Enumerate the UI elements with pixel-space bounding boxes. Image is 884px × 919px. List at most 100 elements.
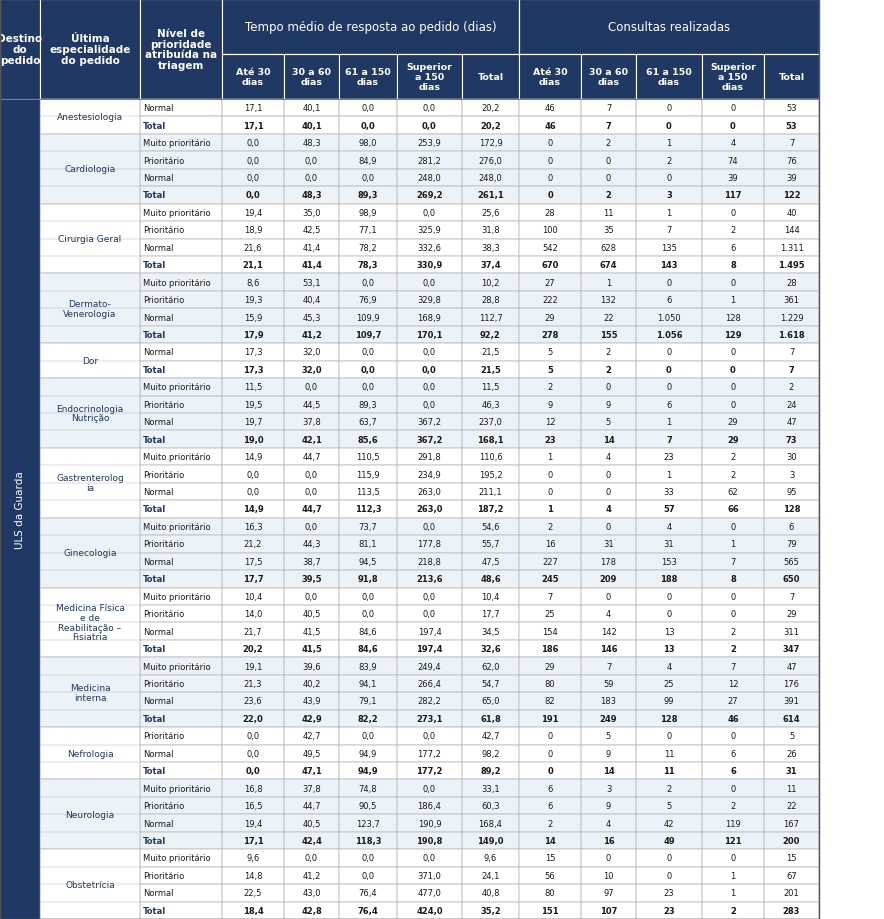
- Bar: [397, 779, 462, 797]
- Text: 118,3: 118,3: [354, 836, 381, 845]
- Text: 0,0: 0,0: [247, 174, 260, 183]
- Bar: [140, 100, 222, 118]
- Bar: [519, 692, 581, 709]
- Text: 7: 7: [789, 348, 794, 357]
- Bar: [764, 396, 819, 414]
- Bar: [40, 727, 140, 779]
- Text: 0,0: 0,0: [423, 209, 436, 218]
- Text: Superior
a 150
dias: Superior a 150 dias: [407, 63, 453, 92]
- Bar: [140, 483, 222, 501]
- Bar: [222, 536, 284, 553]
- Bar: [397, 606, 462, 623]
- Bar: [222, 832, 284, 849]
- Text: 565: 565: [783, 557, 799, 566]
- Bar: [284, 379, 339, 396]
- Bar: [284, 274, 339, 291]
- Text: Total: Total: [143, 766, 166, 776]
- Text: 40,2: 40,2: [302, 679, 321, 688]
- Text: 0,0: 0,0: [423, 609, 436, 618]
- Bar: [636, 501, 702, 518]
- Bar: [702, 431, 764, 448]
- Text: 17,1: 17,1: [242, 836, 263, 845]
- Text: Prioritário: Prioritário: [143, 226, 184, 235]
- Bar: [222, 797, 284, 814]
- Text: 95: 95: [786, 487, 796, 496]
- Bar: [636, 571, 702, 588]
- Bar: [702, 641, 764, 658]
- Text: 5: 5: [547, 366, 552, 375]
- Bar: [764, 553, 819, 571]
- Text: 17,5: 17,5: [244, 557, 263, 566]
- Text: 0: 0: [547, 139, 552, 148]
- Bar: [519, 553, 581, 571]
- Text: Muito prioritário: Muito prioritário: [143, 278, 210, 288]
- Bar: [702, 867, 764, 884]
- Text: 27: 27: [545, 278, 555, 288]
- Bar: [397, 553, 462, 571]
- Bar: [636, 466, 702, 483]
- Bar: [222, 518, 284, 536]
- Bar: [397, 797, 462, 814]
- Text: 7: 7: [789, 592, 794, 601]
- Text: 0,0: 0,0: [423, 592, 436, 601]
- Bar: [339, 291, 397, 309]
- Bar: [519, 727, 581, 744]
- Text: 123,7: 123,7: [356, 819, 380, 828]
- Text: 40,8: 40,8: [481, 889, 499, 897]
- Text: 28,8: 28,8: [481, 296, 499, 305]
- Bar: [636, 170, 702, 187]
- Text: 37,4: 37,4: [480, 261, 501, 270]
- Text: Total: Total: [143, 261, 166, 270]
- Bar: [397, 832, 462, 849]
- Text: 329,8: 329,8: [417, 296, 441, 305]
- Text: Obstetrícia: Obstetrícia: [65, 879, 115, 889]
- Text: Normal: Normal: [143, 174, 173, 183]
- Text: Normal: Normal: [143, 487, 173, 496]
- Text: 110,5: 110,5: [356, 453, 380, 461]
- Bar: [636, 274, 702, 291]
- Text: 10,4: 10,4: [244, 592, 263, 601]
- Text: 2: 2: [730, 627, 735, 636]
- Bar: [397, 431, 462, 448]
- Bar: [519, 187, 581, 204]
- Bar: [702, 832, 764, 849]
- Text: 41,5: 41,5: [301, 644, 322, 653]
- Bar: [702, 553, 764, 571]
- Text: 40,5: 40,5: [302, 819, 321, 828]
- Text: Neurologia: Neurologia: [65, 810, 115, 819]
- Bar: [222, 623, 284, 641]
- Text: 0,0: 0,0: [247, 732, 260, 741]
- Text: 11: 11: [603, 209, 613, 218]
- Bar: [702, 221, 764, 239]
- Text: 177,8: 177,8: [417, 539, 441, 549]
- Text: 25: 25: [664, 679, 674, 688]
- Bar: [462, 536, 519, 553]
- Text: 34,5: 34,5: [481, 627, 499, 636]
- Bar: [397, 414, 462, 431]
- Bar: [222, 256, 284, 274]
- Text: Dor: Dor: [82, 357, 98, 366]
- Text: 39,6: 39,6: [302, 662, 321, 671]
- Text: 0: 0: [606, 471, 611, 479]
- Bar: [764, 326, 819, 344]
- Text: 213,6: 213,6: [416, 574, 443, 584]
- Bar: [397, 884, 462, 902]
- Text: 650: 650: [782, 574, 800, 584]
- Bar: [702, 448, 764, 466]
- Text: Total: Total: [143, 574, 166, 584]
- Text: 2: 2: [730, 471, 735, 479]
- Text: 0: 0: [667, 366, 672, 375]
- Text: 13: 13: [663, 644, 674, 653]
- Bar: [140, 536, 222, 553]
- Text: 144: 144: [783, 226, 799, 235]
- Text: 110,6: 110,6: [478, 453, 502, 461]
- Bar: [284, 448, 339, 466]
- Text: Total: Total: [143, 121, 166, 130]
- Text: 0: 0: [667, 592, 672, 601]
- Text: 477,0: 477,0: [417, 889, 441, 897]
- Bar: [462, 118, 519, 135]
- Text: 38,7: 38,7: [302, 557, 321, 566]
- Text: 1: 1: [667, 139, 672, 148]
- Text: 0: 0: [547, 487, 552, 496]
- Bar: [462, 396, 519, 414]
